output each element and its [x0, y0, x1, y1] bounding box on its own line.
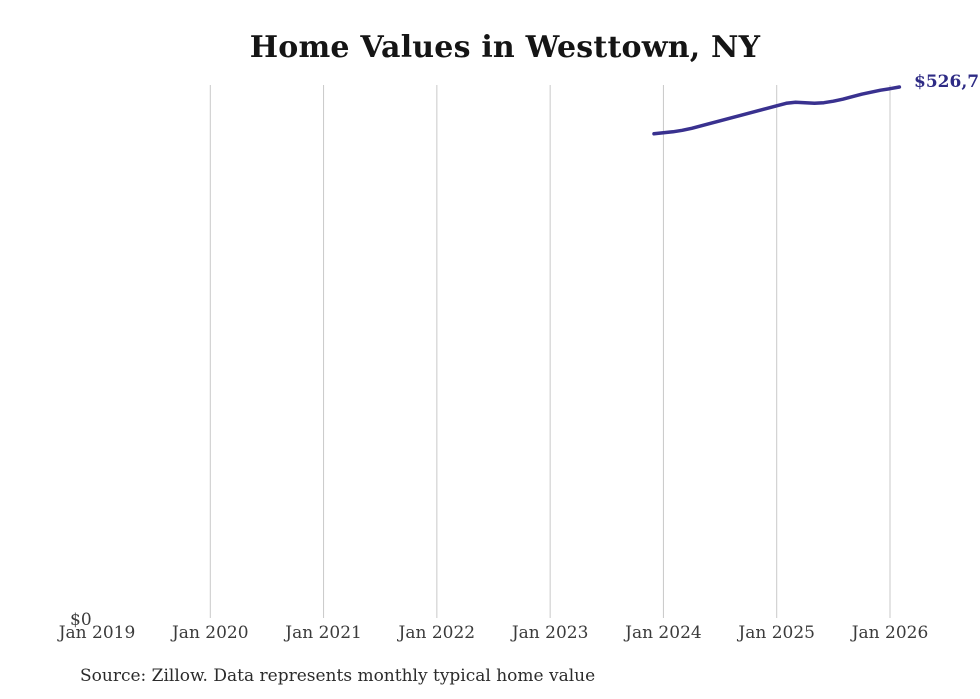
x-tick-label: Jan 2026 [851, 623, 929, 643]
latest-value-label: $526,711 [914, 72, 980, 92]
x-tick-label: Jan 2021 [285, 623, 362, 643]
x-tick-label: Jan 2023 [511, 623, 589, 643]
y-axis-zero-label: $0 [70, 610, 92, 630]
home-value-line [652, 85, 902, 136]
x-tick-label: Jan 2019 [58, 623, 136, 643]
x-tick-label: Jan 2025 [738, 623, 815, 643]
x-tick-label: Jan 2024 [625, 623, 702, 643]
source-note: Source: Zillow. Data represents monthly … [80, 666, 596, 686]
x-tick-label: Jan 2022 [398, 623, 476, 643]
chart-title: Home Values in Westtown, NY [249, 30, 761, 65]
x-tick-label: Jan 2020 [171, 623, 249, 643]
